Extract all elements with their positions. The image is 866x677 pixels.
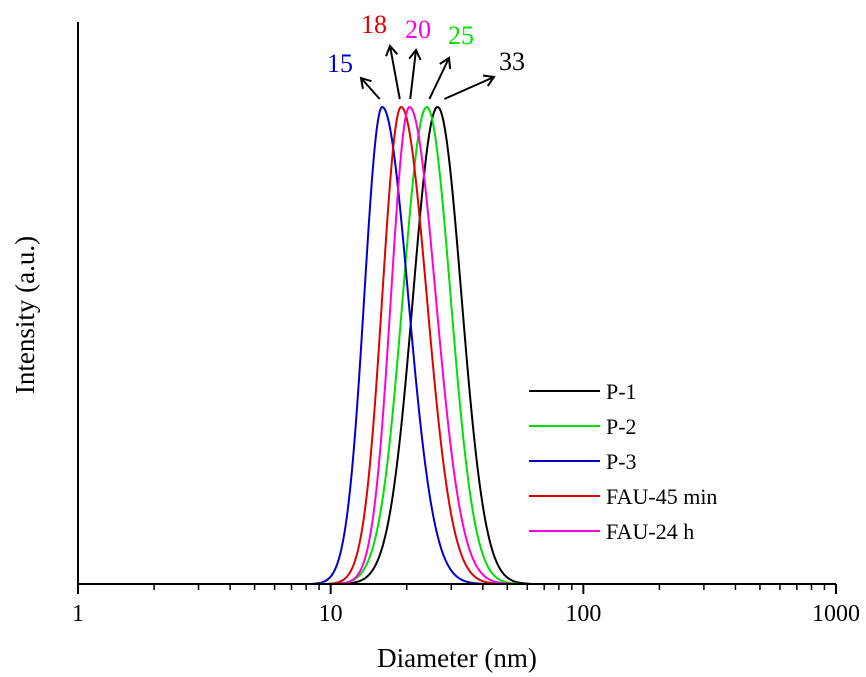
annotation-arrow-head (408, 48, 422, 61)
peak-annotation-20: 20 (405, 15, 431, 44)
x-ticks (77, 584, 837, 594)
legend: P-1 P-2 P-3 FAU-45 min FAU-24 h (529, 379, 717, 544)
x-tick-label: 1 (72, 601, 84, 627)
series-line-5 (78, 106, 836, 585)
annotation-layer: 15 18 20 25 33 (327, 10, 525, 100)
series-line-2 (78, 105, 836, 585)
legend-label: FAU-24 h (606, 519, 694, 544)
annotation-arrow-line (409, 49, 417, 100)
x-tick-label: 1000 (812, 601, 860, 627)
x-axis-title: Diameter (nm) (377, 643, 537, 673)
annotation-arrow-head (359, 76, 372, 90)
series-layer (78, 105, 836, 585)
y-axis-title: Intensity (a.u.) (10, 236, 40, 394)
annotation-arrow-head (439, 56, 452, 70)
annotation-arrow-line (428, 57, 450, 100)
legend-label: FAU-45 min (606, 484, 717, 509)
annotation-arrow-head (385, 44, 399, 57)
legend-label: P-2 (606, 414, 637, 439)
axes: 1 10 100 1000 (72, 22, 860, 627)
annotation-arrow-line (443, 76, 495, 100)
plot-area: 15 18 20 25 33 (78, 10, 836, 585)
series-line-3 (78, 105, 836, 585)
x-tick-labels: 1 10 100 1000 (72, 601, 860, 627)
series-line-1 (78, 106, 836, 585)
peak-annotation-25: 25 (448, 21, 474, 50)
peak-annotation-18: 18 (361, 10, 387, 39)
series-line-4 (78, 105, 836, 585)
peak-annotation-15: 15 (327, 49, 353, 78)
x-tick-label: 10 (319, 601, 343, 627)
annotation-arrow-line (389, 45, 401, 100)
legend-label: P-3 (606, 449, 637, 474)
x-tick-label: 100 (565, 601, 601, 627)
peak-annotation-33: 33 (499, 47, 525, 76)
annotation-arrow-head (482, 74, 496, 87)
annotation-arrow-line (360, 77, 381, 100)
legend-label: P-1 (606, 379, 637, 404)
